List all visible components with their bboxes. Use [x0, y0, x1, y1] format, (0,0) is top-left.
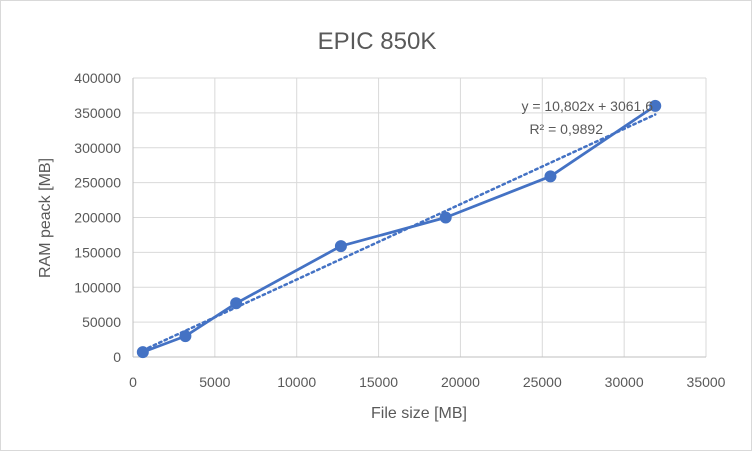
x-tick-labels: 0 5000 10000 15000 20000 25000 30000 35000	[129, 374, 726, 390]
y-tick-label: 350000	[74, 105, 121, 121]
axes	[132, 78, 706, 358]
series-line	[142, 104, 656, 354]
y-axis-label: RAM peack [MB]	[37, 158, 54, 278]
data-point	[179, 330, 192, 343]
y-tick-label: 100000	[74, 279, 121, 295]
y-tick-label: 250000	[74, 175, 121, 191]
chart-title: EPIC 850K	[318, 28, 437, 55]
x-axis-label: File size [MB]	[371, 405, 467, 422]
data-point	[649, 99, 662, 112]
data-point	[544, 170, 557, 183]
x-tick-label: 20000	[441, 374, 480, 390]
x-tick-label: 35000	[687, 374, 726, 390]
trendline-r2: R² = 0,9892	[529, 121, 603, 137]
y-tick-label: 300000	[74, 140, 121, 156]
data-point	[334, 240, 347, 253]
x-tick-label: 5000	[199, 374, 230, 390]
gridlines	[133, 77, 707, 357]
x-tick-label: 25000	[523, 374, 562, 390]
trendline	[141, 113, 657, 352]
data-point	[136, 346, 149, 359]
data-point	[439, 211, 452, 224]
y-tick-label: 400000	[74, 70, 121, 86]
y-tick-label: 150000	[74, 244, 121, 260]
y-tick-label: 50000	[82, 314, 121, 330]
x-tick-label: 15000	[359, 374, 398, 390]
trendline-equation: y = 10,802x + 3061,6	[521, 98, 653, 114]
x-tick-label: 30000	[605, 374, 644, 390]
y-tick-labels: 0 50000 100000 150000 200000 250000 300000 3500…	[74, 70, 121, 365]
x-tick-label: 10000	[277, 374, 316, 390]
data-point	[230, 297, 243, 310]
x-tick-label: 0	[129, 374, 137, 390]
y-tick-label: 0	[113, 349, 121, 365]
trendline-line	[141, 113, 657, 352]
data-series	[136, 99, 662, 359]
y-tick-label: 200000	[74, 210, 121, 226]
